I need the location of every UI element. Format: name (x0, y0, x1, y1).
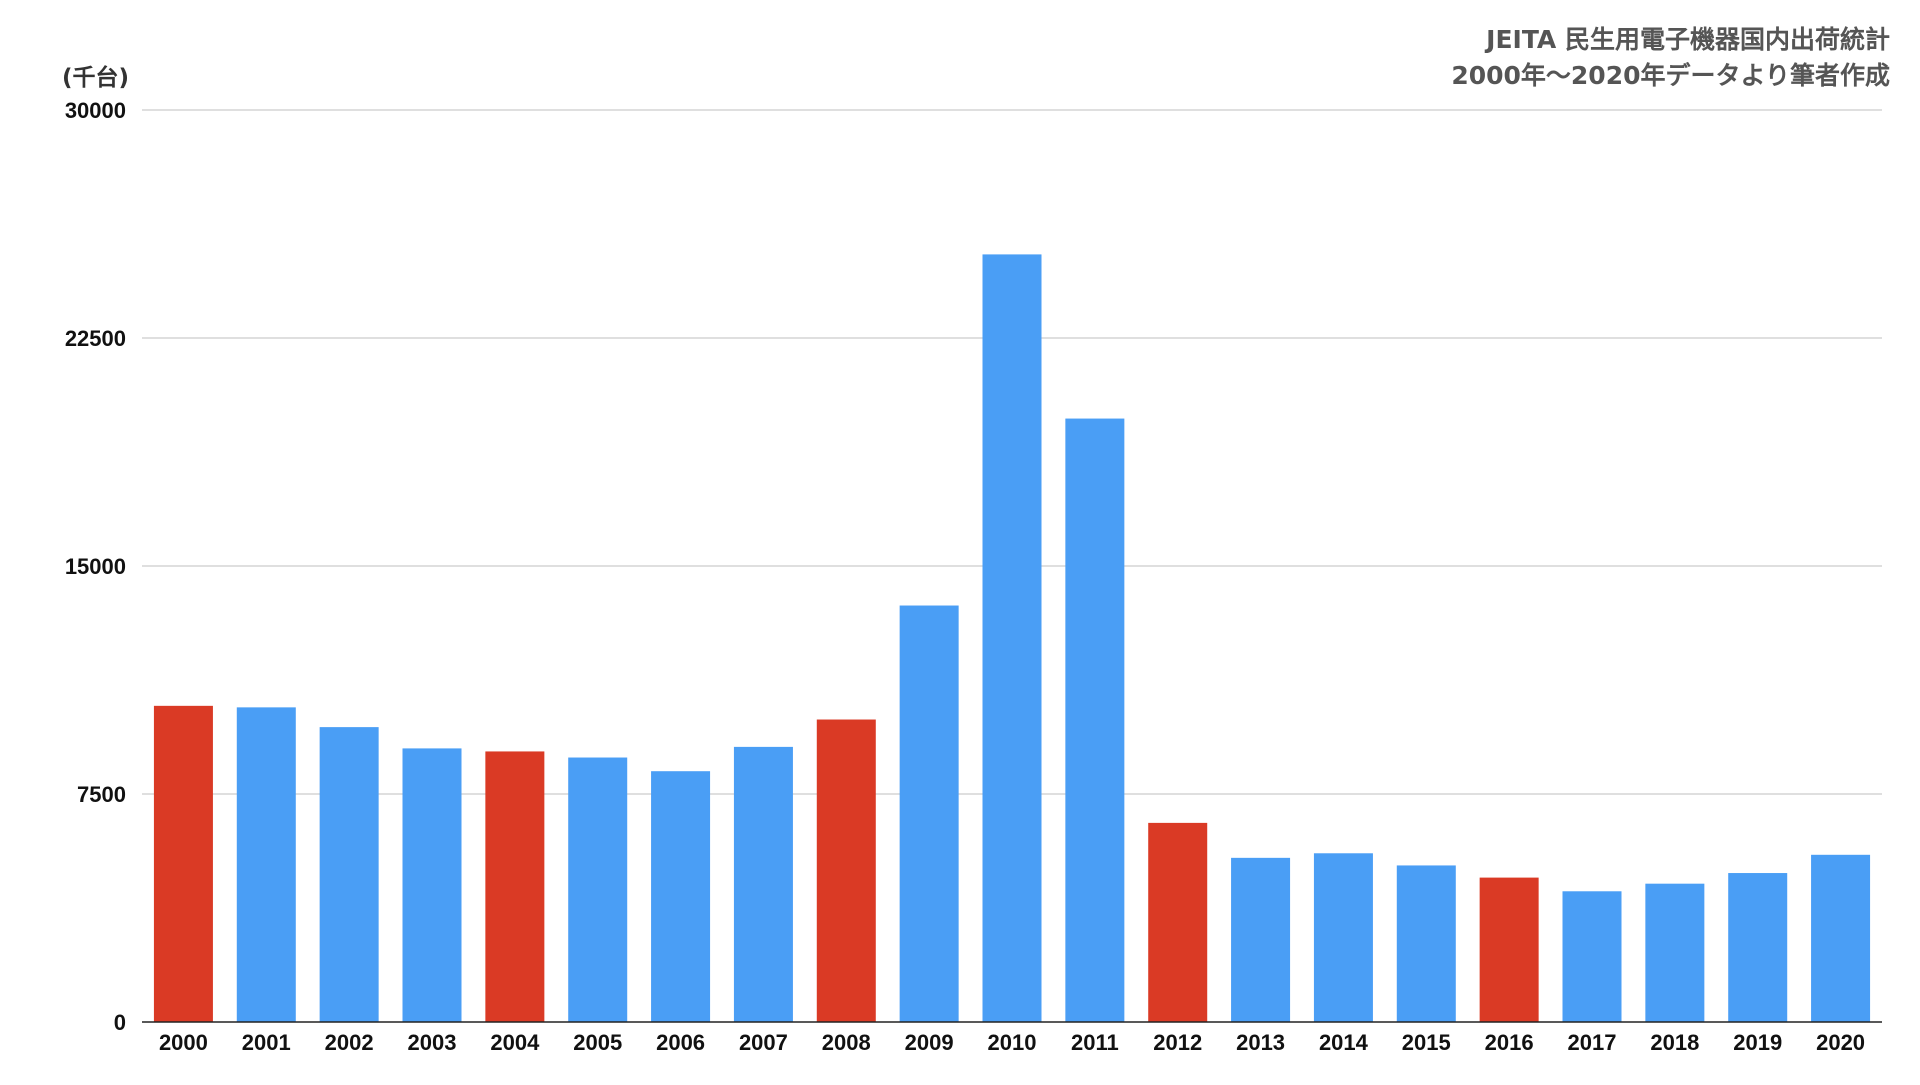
bar-2000 (153, 705, 213, 1022)
bar-2018 (1645, 883, 1705, 1022)
bar-2003 (402, 748, 462, 1022)
bar-2004 (485, 751, 545, 1022)
x-tick-label: 2019 (1733, 1030, 1782, 1055)
bar-2005 (568, 757, 628, 1022)
y-axis-ticks: 0 7500 15000 22500 30000 (65, 98, 126, 1035)
x-tick-label: 2007 (739, 1030, 788, 1055)
bar-2001 (236, 707, 296, 1022)
bar-2017 (1562, 891, 1622, 1022)
bar-2012 (1148, 822, 1208, 1022)
y-tick-label: 30000 (65, 98, 126, 123)
x-tick-label: 2011 (1071, 1030, 1119, 1055)
x-tick-label: 2009 (905, 1030, 954, 1055)
x-tick-label: 2018 (1650, 1030, 1699, 1055)
y-axis-unit-label: (千台) (62, 65, 130, 91)
x-tick-label: 2013 (1236, 1030, 1285, 1055)
source-note-line-2: 2000年〜2020年データより筆者作成 (1451, 61, 1890, 90)
x-tick-label: 2016 (1485, 1030, 1534, 1055)
bar-2019 (1728, 873, 1788, 1022)
bar-2020 (1811, 854, 1871, 1022)
x-tick-label: 2001 (242, 1030, 291, 1055)
source-note-line-1: JEITA 民生用電子機器国内出荷統計 (1486, 25, 1890, 54)
x-tick-label: 2000 (159, 1030, 208, 1055)
bar-2016 (1479, 877, 1539, 1022)
y-tick-label: 22500 (65, 326, 126, 351)
bar-2011 (1065, 418, 1125, 1022)
bar-2002 (319, 727, 379, 1022)
x-tick-label: 2014 (1319, 1030, 1369, 1055)
x-tick-label: 2003 (408, 1030, 457, 1055)
x-tick-label: 2020 (1816, 1030, 1865, 1055)
bar-2006 (651, 771, 711, 1022)
bar-2014 (1313, 853, 1373, 1022)
bar-2013 (1231, 857, 1291, 1022)
bar-2009 (899, 605, 959, 1022)
x-tick-label: 2005 (573, 1030, 622, 1055)
x-tick-label: 2015 (1402, 1030, 1451, 1055)
bar-2010 (982, 254, 1042, 1022)
x-tick-label: 2008 (822, 1030, 871, 1055)
x-axis-ticks: 2000 2001 2002 2003 2004 2005 2006 2007 2008 2009… (159, 1030, 1865, 1055)
bars (153, 254, 1871, 1022)
x-tick-label: 2010 (988, 1030, 1037, 1055)
y-tick-label: 0 (114, 1010, 126, 1035)
bar-2007 (733, 746, 793, 1022)
y-tick-label: 15000 (65, 554, 126, 579)
bar-2015 (1396, 865, 1456, 1022)
x-tick-label: 2006 (656, 1030, 705, 1055)
source-note: JEITA 民生用電子機器国内出荷統計 2000年〜2020年データより筆者作成 (1451, 22, 1890, 94)
bar-2008 (816, 719, 876, 1022)
y-tick-label: 7500 (77, 782, 126, 807)
x-tick-label: 2004 (490, 1030, 540, 1055)
x-tick-label: 2002 (325, 1030, 374, 1055)
x-tick-label: 2017 (1568, 1030, 1617, 1055)
x-tick-label: 2012 (1153, 1030, 1202, 1055)
